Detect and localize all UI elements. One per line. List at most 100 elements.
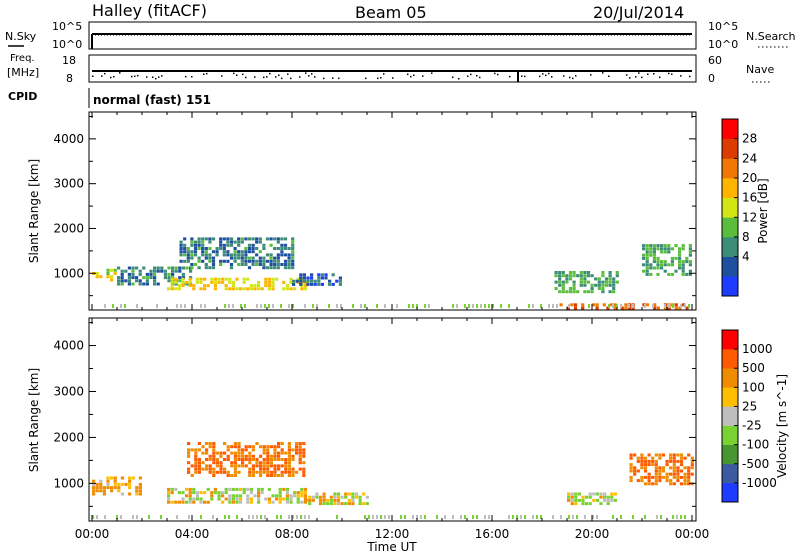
velocity-colorbar-swatch xyxy=(722,425,738,445)
velocity-cell xyxy=(244,448,248,452)
velocity-cell xyxy=(251,448,255,452)
power-cell xyxy=(183,253,187,257)
power-cell xyxy=(594,277,598,281)
power-cell xyxy=(667,263,671,267)
velocity-cell xyxy=(120,492,124,496)
power-cell xyxy=(688,244,692,248)
power-cell xyxy=(153,276,157,280)
nave-dot xyxy=(689,75,691,78)
power-cell xyxy=(145,276,149,280)
velocity-cell xyxy=(275,494,279,498)
power-cell xyxy=(608,277,612,281)
velocity-colorbar-swatch xyxy=(722,387,738,407)
power-cell xyxy=(211,250,216,254)
nave-dot xyxy=(113,76,115,78)
velocity-cell xyxy=(636,459,640,463)
velocity-ground-cell xyxy=(380,515,382,519)
velocity-cell xyxy=(257,487,261,491)
power-ground-cell xyxy=(632,304,634,308)
velocity-cell xyxy=(269,474,273,477)
power-cell xyxy=(299,276,303,280)
power-ground-cell xyxy=(500,304,502,308)
power-cell xyxy=(138,272,142,276)
power-cell xyxy=(681,272,685,276)
velocity-cell xyxy=(249,500,253,504)
power-cell xyxy=(645,244,649,248)
nave-dot xyxy=(242,73,244,76)
power-cell xyxy=(645,269,649,273)
power-cell xyxy=(597,277,601,281)
velocity-cell xyxy=(188,500,192,504)
power-cell xyxy=(678,260,682,264)
power-cell xyxy=(280,253,284,257)
velocity-cell xyxy=(212,442,216,445)
velocity-cell xyxy=(277,442,281,445)
power-cell xyxy=(642,256,646,260)
velocity-cell xyxy=(99,486,103,490)
velocity-cell xyxy=(365,502,369,506)
power-cell xyxy=(597,280,601,284)
power-cell xyxy=(663,244,667,248)
velocity-cell xyxy=(194,467,198,471)
power-cell xyxy=(204,237,208,241)
power-cell xyxy=(110,268,114,272)
velocity-ground-cell xyxy=(540,515,542,519)
velocity-cell xyxy=(187,448,191,452)
x-tick-label: 16:00 xyxy=(475,527,510,541)
velocity-cell xyxy=(177,500,181,504)
power-cell xyxy=(604,283,609,287)
power-cell xyxy=(670,256,674,260)
power-cell xyxy=(581,306,585,310)
power-cell xyxy=(660,250,664,254)
power-cell xyxy=(649,247,653,251)
x-tick-label: 12:00 xyxy=(375,527,410,541)
power-cell xyxy=(229,237,234,241)
velocity-cell xyxy=(248,461,252,465)
power-cell xyxy=(586,280,591,284)
velocity-cell xyxy=(629,453,633,457)
velocity-cell xyxy=(235,497,239,501)
power-cell xyxy=(331,273,335,277)
nave-dot xyxy=(104,72,106,75)
power-cell xyxy=(217,280,221,284)
velocity-cell xyxy=(257,500,261,504)
velocity-cell xyxy=(110,476,114,480)
power-cell xyxy=(208,253,212,257)
velocity-cell xyxy=(231,487,235,491)
velocity-cell xyxy=(251,464,255,468)
power-cell xyxy=(267,287,271,291)
power-cell xyxy=(652,247,656,251)
power-cell xyxy=(280,263,284,266)
power-cell xyxy=(572,290,576,294)
power-ground-cell xyxy=(224,304,226,308)
power-cell xyxy=(674,306,678,310)
velocity-cell xyxy=(302,461,306,465)
velocity-cell xyxy=(643,459,648,463)
nave-dot xyxy=(269,72,271,75)
power-cell xyxy=(601,283,605,287)
velocity-cell xyxy=(197,448,201,452)
power-cell xyxy=(251,250,255,254)
velocity-cell xyxy=(212,451,216,455)
velocity-cell xyxy=(257,497,261,501)
power-cell xyxy=(257,287,261,291)
velocity-cell xyxy=(633,472,637,476)
power-cell xyxy=(590,287,594,290)
velocity-cell xyxy=(266,451,270,455)
velocity-cell xyxy=(284,458,288,461)
velocity-cell xyxy=(138,492,142,496)
power-cell xyxy=(208,240,212,244)
power-colorbar-tick-label: 20 xyxy=(742,171,757,185)
velocity-cell xyxy=(262,470,266,474)
power-cell xyxy=(595,303,599,307)
nave-dot xyxy=(380,77,382,79)
power-cell xyxy=(226,259,230,263)
power-cell xyxy=(313,279,317,283)
power-cell xyxy=(300,287,304,291)
power-cell xyxy=(178,266,182,270)
power-cell xyxy=(613,303,617,307)
velocity-cell xyxy=(92,492,96,496)
power-cell xyxy=(221,277,225,281)
power-cell xyxy=(208,266,212,270)
power-cell xyxy=(291,237,295,241)
